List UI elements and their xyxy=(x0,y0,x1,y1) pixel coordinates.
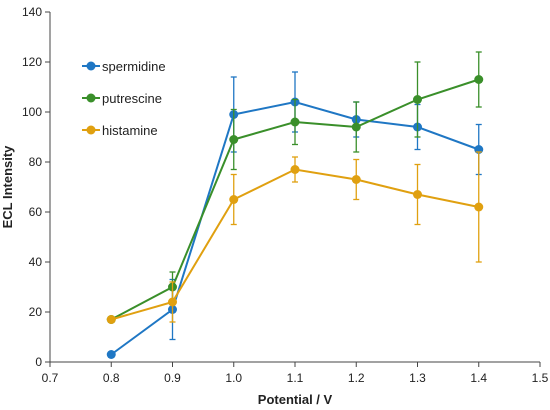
x-tick-label: 1.0 xyxy=(225,371,242,385)
y-axis-title: ECL Intensity xyxy=(0,145,15,229)
putrescine-point xyxy=(351,122,361,132)
histamine-point xyxy=(290,165,300,174)
x-tick-label: 1.2 xyxy=(348,371,365,385)
putrescine-point xyxy=(413,95,422,104)
y-tick-label: 80 xyxy=(29,155,43,169)
legend-swatch-marker xyxy=(86,93,96,103)
x-axis-title: Potential / V xyxy=(258,392,333,407)
x-tick-label: 0.8 xyxy=(103,371,120,385)
x-tick-label: 0.9 xyxy=(164,371,181,385)
spermidine-point xyxy=(106,350,116,359)
legend-swatch-marker xyxy=(86,125,96,135)
y-tick-label: 40 xyxy=(29,255,43,269)
y-tick-label: 120 xyxy=(22,55,42,69)
legend-swatch-marker xyxy=(86,61,96,71)
histamine-point xyxy=(229,195,239,204)
x-axis-ticks: 0.7 0.8 0.9 1.0 1.1 1.2 1.3 1.4 1.5 xyxy=(42,362,549,385)
legend-item-spermidine: spermidine xyxy=(82,59,166,74)
putrescine-point xyxy=(229,135,239,144)
x-tick-label: 0.7 xyxy=(42,371,59,385)
histamine-point xyxy=(168,297,177,307)
legend-label: histamine xyxy=(102,123,158,138)
x-tick-label: 1.5 xyxy=(532,371,549,385)
y-tick-label: 0 xyxy=(35,355,42,369)
series-histamine xyxy=(106,151,484,324)
y-axis-ticks: 0 20 40 60 80 100 120 140 xyxy=(22,5,50,369)
legend-item-putrescine: putrescine xyxy=(82,91,162,106)
x-tick-label: 1.1 xyxy=(287,371,304,385)
legend-item-histamine: histamine xyxy=(82,123,158,138)
histamine-point xyxy=(106,315,116,324)
putrescine-point xyxy=(474,75,484,84)
legend: spermidine putrescine histamine xyxy=(82,59,166,138)
y-tick-label: 20 xyxy=(29,305,43,319)
putrescine-point xyxy=(290,117,300,127)
histamine-point xyxy=(351,175,361,184)
histamine-line xyxy=(110,168,479,321)
series-layer xyxy=(106,51,484,359)
legend-label: putrescine xyxy=(102,91,162,106)
histamine-point xyxy=(474,202,484,212)
y-tick-label: 60 xyxy=(29,205,43,219)
x-tick-label: 1.3 xyxy=(409,371,426,385)
y-tick-label: 140 xyxy=(22,5,42,19)
legend-label: spermidine xyxy=(102,59,166,74)
histamine-point xyxy=(413,190,422,199)
y-tick-label: 100 xyxy=(22,105,42,119)
x-tick-label: 1.4 xyxy=(470,371,487,385)
